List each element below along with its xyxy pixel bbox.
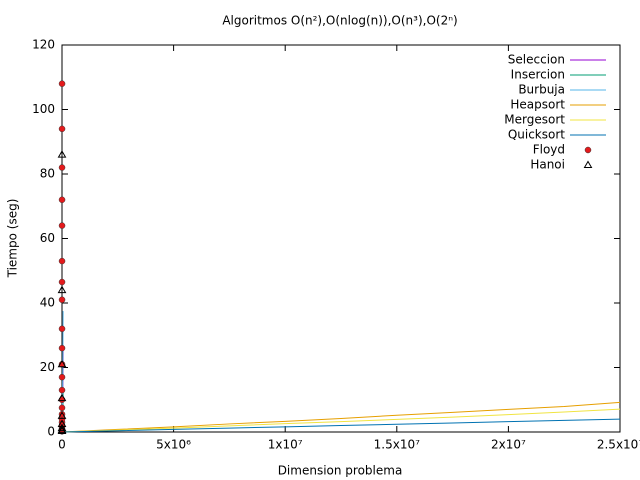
y-tick-label: 60	[40, 231, 55, 245]
data-point	[58, 296, 66, 304]
data-point	[58, 222, 66, 229]
x-tick-label: 1x10⁷	[268, 438, 303, 452]
y-tick-label: 40	[40, 296, 55, 310]
legend-marker	[583, 160, 593, 168]
y-tick-label: 0	[47, 425, 55, 439]
data-point	[58, 325, 66, 333]
series-line	[61, 418, 621, 433]
data-point	[58, 164, 66, 171]
legend-label: Hanoi	[530, 158, 565, 172]
x-tick-label: 2.5x10⁷	[597, 438, 640, 452]
x-tick-label: 5x10⁶	[156, 438, 191, 452]
x-tick-label: 0	[58, 438, 66, 452]
data-point	[57, 423, 67, 432]
data-point	[57, 359, 67, 368]
legend-label: Seleccion	[508, 53, 565, 67]
y-tick-label: 80	[40, 167, 55, 181]
data-point	[58, 80, 66, 87]
data-point	[58, 344, 66, 352]
x-tick-label: 2x10⁷	[491, 438, 526, 452]
data-point	[57, 411, 67, 419]
legend-label: Quicksort	[508, 128, 565, 142]
legend-label: Mergesort	[504, 113, 565, 127]
chart-title: Algoritmos O(n²),O(nlog(n)),O(n³),O(2ⁿ)	[222, 14, 457, 28]
y-tick-label: 20	[40, 360, 55, 374]
y-tick-label: 100	[32, 102, 55, 116]
series-line	[61, 408, 621, 433]
data-point	[57, 425, 67, 434]
data-point	[58, 196, 66, 204]
legend-marker	[584, 146, 592, 154]
legend-label: Insercion	[511, 68, 565, 82]
data-point	[57, 393, 67, 402]
legend-label: Floyd	[533, 143, 565, 157]
data-point	[58, 278, 66, 286]
x-tick-label: 1.5x10⁷	[374, 438, 420, 452]
data-point	[57, 419, 67, 427]
data-point	[57, 150, 67, 158]
data-point	[58, 404, 66, 412]
data-point	[58, 373, 66, 381]
legend-label: Heapsort	[510, 98, 565, 112]
y-axis-label: Tiempo (seg)	[6, 199, 20, 279]
data-point	[57, 285, 67, 294]
x-axis-label: Dimension problema	[278, 464, 403, 478]
data-point	[58, 125, 66, 133]
data-point	[58, 257, 66, 265]
data-point	[58, 386, 66, 394]
series-line	[61, 401, 621, 433]
legend-label: Burbuja	[518, 83, 565, 97]
y-tick-label: 120	[32, 38, 55, 52]
